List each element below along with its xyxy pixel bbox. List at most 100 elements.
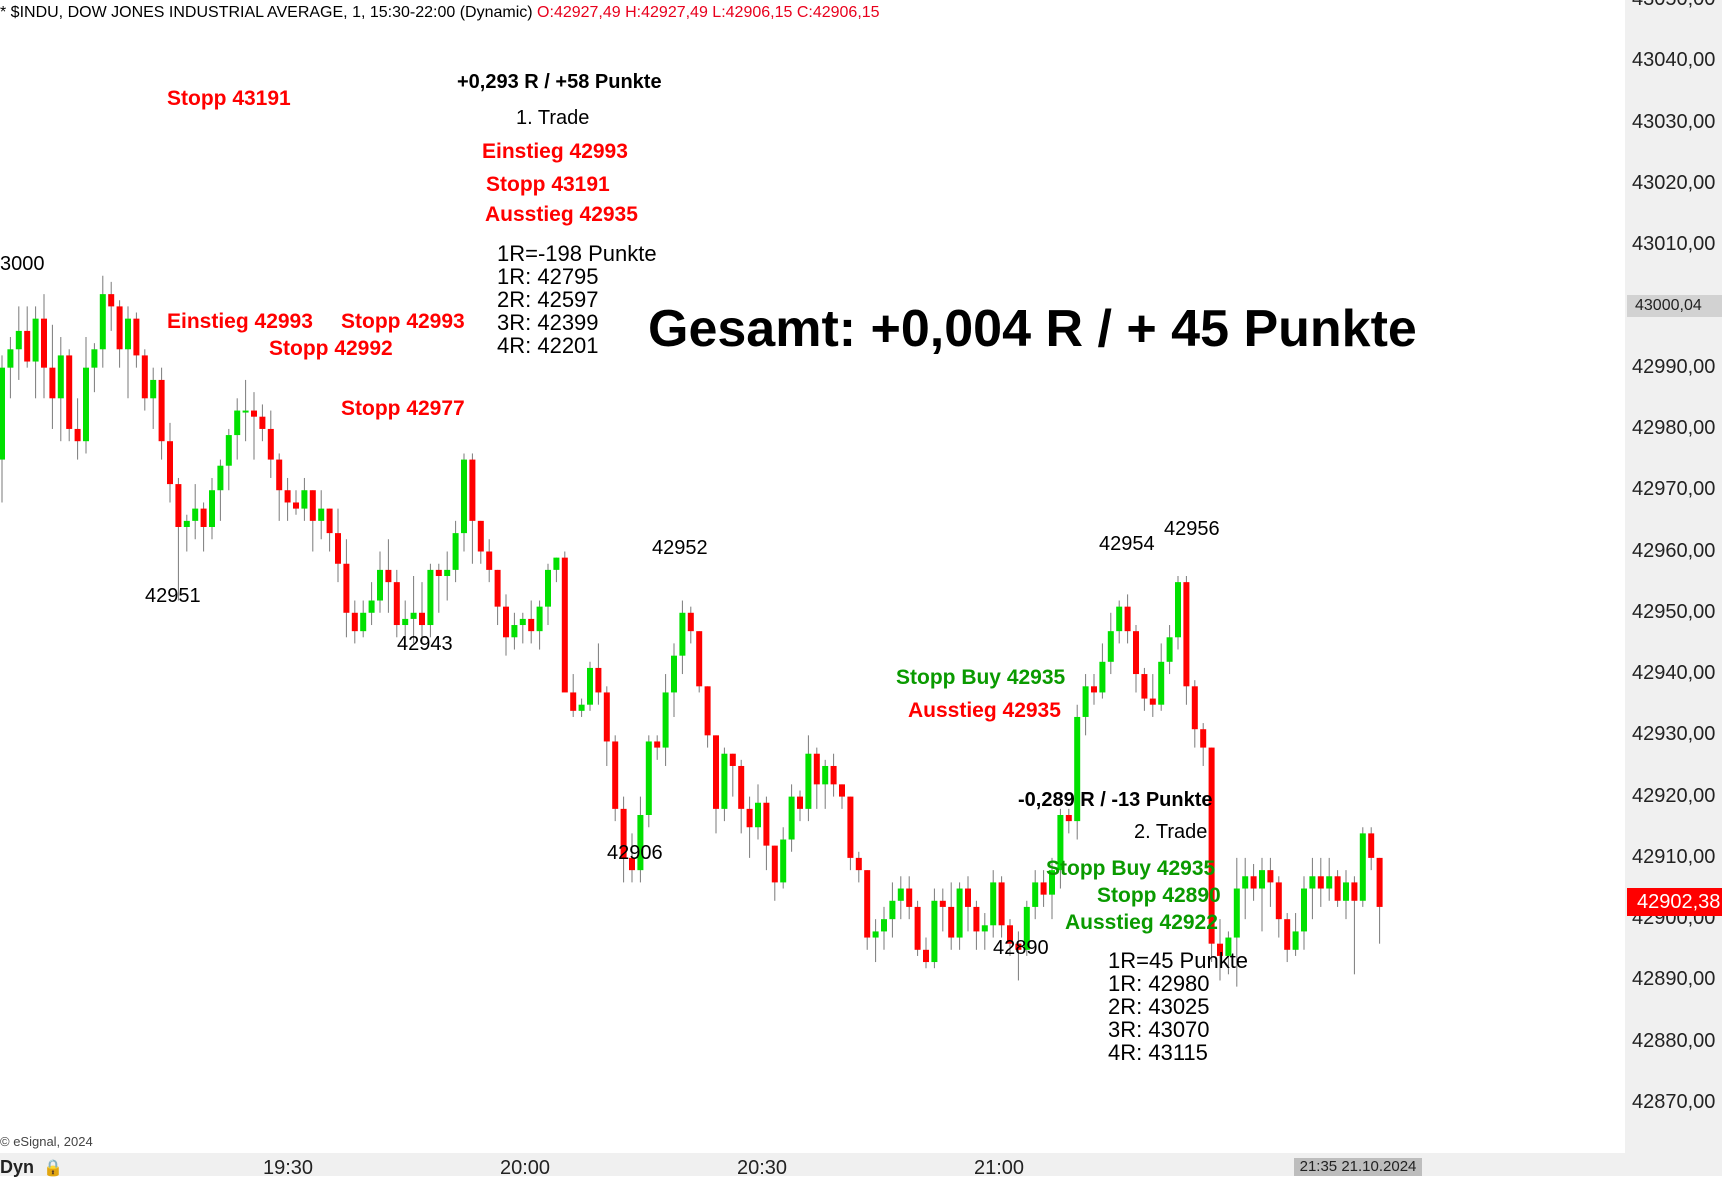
- candle-body: [679, 612, 686, 656]
- candle: [1326, 857, 1333, 901]
- candle: [612, 735, 619, 822]
- candle: [1359, 827, 1366, 907]
- candle-body: [24, 330, 31, 362]
- copyright: © eSignal, 2024: [0, 1134, 93, 1149]
- candle: [746, 796, 753, 858]
- candle: [1351, 876, 1358, 975]
- candle-body: [57, 355, 64, 399]
- price-label-42906: 42906: [607, 842, 663, 864]
- candle: [351, 600, 358, 644]
- last-price-box: 42902,38: [1627, 888, 1722, 916]
- lock-icon[interactable]: 🔒: [43, 1160, 63, 1177]
- candle-body: [32, 318, 39, 362]
- candle: [872, 919, 879, 963]
- candle-body: [1082, 686, 1089, 717]
- price-tick: 42980,00: [1632, 416, 1716, 439]
- candle-body: [200, 508, 207, 527]
- candle-body: [108, 294, 115, 307]
- candle: [116, 300, 123, 368]
- price-label-42951: 42951: [145, 585, 201, 607]
- annotation-top-stopp: Stopp 43191: [167, 87, 291, 110]
- price-tick: 43050,00: [1632, 0, 1715, 11]
- time-tick: 20:30: [737, 1157, 788, 1179]
- candle-body: [293, 502, 299, 509]
- candle-body: [175, 484, 182, 527]
- price-axis[interactable]: [1625, 0, 1722, 1176]
- candle-body: [528, 618, 535, 632]
- candle-body: [284, 490, 291, 503]
- candle: [1007, 919, 1013, 956]
- time-tick: 20:00: [500, 1157, 551, 1179]
- annotation-stopp-buy-b: Stopp Buy 42935: [1046, 857, 1216, 880]
- time-tick: 19:30: [263, 1157, 314, 1179]
- candle-body: [721, 753, 728, 809]
- candle-body: [49, 367, 56, 399]
- candle: [662, 674, 669, 766]
- candle: [830, 753, 837, 797]
- price-tick: 42890,00: [1632, 968, 1716, 991]
- candle: [1292, 913, 1299, 956]
- candle: [150, 367, 157, 429]
- price-label-42890: 42890: [993, 937, 1049, 959]
- candle: [948, 882, 955, 950]
- candle-body: [1208, 747, 1215, 944]
- candle: [259, 404, 266, 442]
- candle-body: [217, 465, 224, 491]
- candle: [91, 343, 98, 393]
- candle: [788, 784, 795, 852]
- candle: [847, 796, 854, 871]
- candle: [360, 600, 367, 638]
- candle-body: [671, 655, 677, 693]
- price-tick: 42940,00: [1632, 662, 1716, 685]
- candle: [419, 582, 425, 644]
- candle-body: [645, 741, 652, 815]
- candle: [897, 876, 904, 920]
- candle: [1141, 667, 1148, 711]
- candle-body: [1049, 870, 1055, 895]
- candle-body: [41, 318, 47, 368]
- candle: [603, 686, 610, 766]
- candle: [1133, 625, 1139, 693]
- candle: [503, 594, 509, 656]
- candle-body: [1107, 631, 1114, 662]
- candle: [494, 569, 501, 626]
- candle: [578, 698, 585, 717]
- dyn-toggle[interactable]: Dyn 🔒: [0, 1157, 63, 1178]
- candle-body: [0, 367, 5, 460]
- annotation-trade1-1r: 1R: 42795: [497, 264, 599, 289]
- candle-body: [1259, 870, 1265, 889]
- candle: [1200, 723, 1207, 766]
- price-tick: 42930,00: [1632, 723, 1716, 746]
- candle-body: [746, 808, 753, 828]
- candle-body: [847, 796, 854, 858]
- candle: [654, 735, 661, 760]
- time-axis[interactable]: [0, 1153, 1625, 1176]
- symbol-info: * $INDU, DOW JONES INDUSTRIAL AVERAGE, 1…: [0, 4, 533, 21]
- candle: [1065, 808, 1072, 834]
- candle: [1275, 876, 1282, 938]
- candle: [49, 324, 56, 429]
- candle-body: [377, 569, 383, 601]
- candle-body: [1217, 943, 1223, 956]
- candle-body: [1183, 582, 1190, 687]
- candle: [410, 576, 417, 644]
- candle-body: [150, 379, 157, 399]
- price-tick: 42910,00: [1632, 845, 1716, 868]
- annotation-trade2-1r: 1R: 42980: [1108, 971, 1210, 996]
- candle-body: [242, 410, 249, 413]
- annotation-trade1-label: 1. Trade: [516, 107, 590, 129]
- candle-body: [519, 618, 526, 626]
- candle: [133, 312, 140, 368]
- candle-body: [225, 435, 232, 466]
- annotation-trade2-2r: 2R: 43025: [1108, 994, 1210, 1019]
- candle: [1242, 857, 1249, 920]
- candle-body: [889, 900, 896, 920]
- candle-body: [570, 692, 577, 711]
- candle: [1049, 857, 1055, 920]
- annotation-ausstieg-a: Ausstieg 42935: [908, 699, 1061, 722]
- price-tick: 43040,00: [1632, 49, 1716, 72]
- candle-body: [301, 490, 308, 509]
- candle: [1091, 674, 1097, 705]
- candle-body: [1225, 937, 1232, 956]
- candle-body: [461, 459, 467, 534]
